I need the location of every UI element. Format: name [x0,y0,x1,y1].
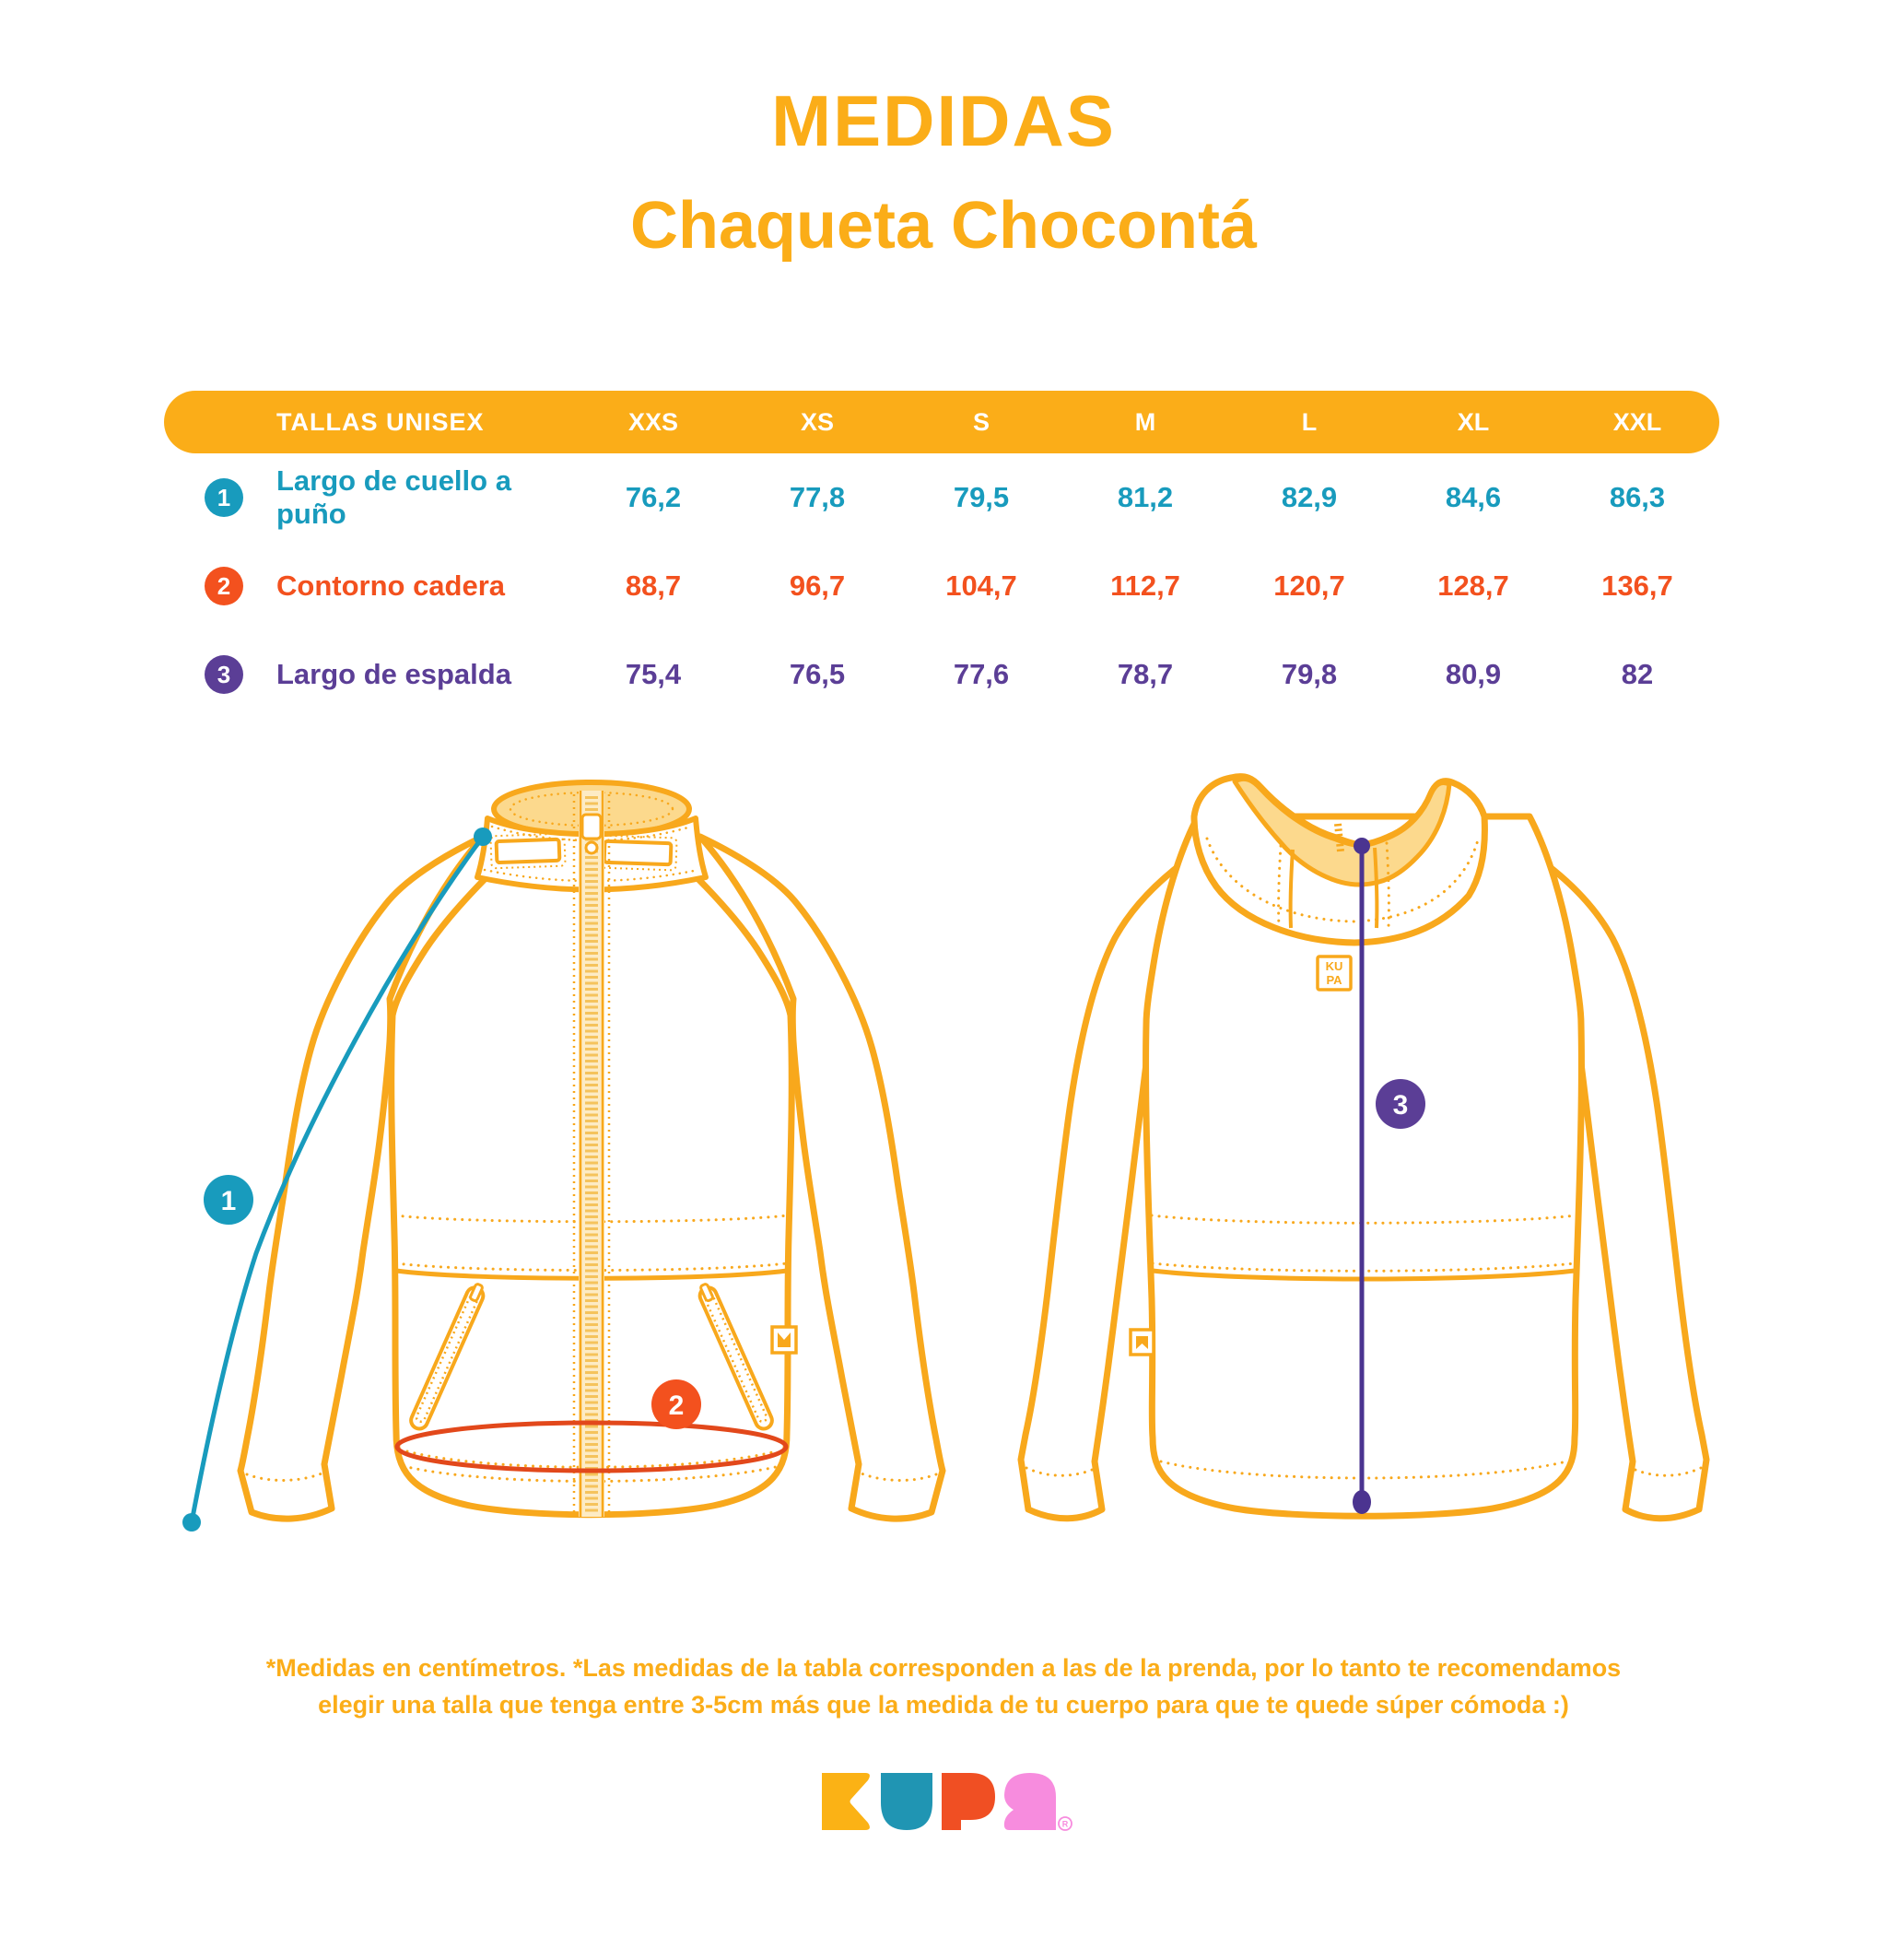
back-left-cuff-stitch [1025,1466,1098,1477]
back-right-cuff-stitch [1629,1466,1703,1477]
row-3-value-m: 78,7 [1117,658,1174,690]
row-2-value-xxs: 88,7 [625,569,682,602]
header-size-xs: XS [800,407,835,436]
header-size-xxl: XXL [1612,407,1662,436]
row-1-value-l: 82,9 [1281,481,1338,513]
header-tallas-unisex: TALLAS UNISEX [276,407,485,436]
front-side-tag [770,1325,798,1355]
row-2-value-xs: 96,7 [789,569,846,602]
back-hood [1190,773,1488,946]
svg-text:KU: KU [1326,959,1343,973]
front-waist-stitch [394,1262,789,1272]
footnote-line-2: elegir una talla que tenga entre 3-5cm m… [318,1691,1569,1719]
row-2-value-s: 104,7 [945,569,1017,602]
measurement-footnote: *Medidas en centímetros. *Las medidas de… [0,1649,1887,1723]
logo-letter-a [1003,1773,1056,1830]
row-2-value-m: 112,7 [1110,569,1180,602]
row-3-value-xxl: 82 [1621,658,1654,690]
header-size-xxs: XXS [627,407,679,436]
front-measure-1-badge: 1 [204,1175,253,1225]
header-size-m: M [1134,407,1156,436]
kupa-logo: R [822,1773,1072,1831]
row-3-value-l: 79,8 [1281,658,1338,690]
row-3-value-xxs: 75,4 [625,658,682,690]
logo-registered-mark: R [1058,1816,1072,1831]
jacket-front-illustration: 1 2 [182,780,946,1532]
row-1-label: Largo de cuello a puño [276,464,511,530]
front-right-cuff-stitch [855,1470,938,1482]
back-logo-patch: KU PA [1316,955,1353,992]
svg-text:R: R [1062,1820,1069,1829]
front-hip-measure-ellipse [394,1420,789,1473]
svg-text:1: 1 [221,1186,237,1216]
row-1-number-badge: 1 [205,478,243,517]
row-1-value-m: 81,2 [1117,481,1174,513]
table-row-contorno-cadera: 2 Contorno cadera 88,7 96,7 104,7 112,7 … [164,542,1719,630]
row-3-number-badge: 3 [205,655,243,694]
row-1-value-s: 79,5 [953,481,1010,513]
front-right-pocket [697,1283,774,1431]
logo-letter-u [881,1773,932,1830]
product-subtitle: Chaqueta Chocontá [629,189,1258,263]
header-size-l: L [1301,407,1318,436]
row-2-number-badge: 2 [205,567,243,605]
row-1-value-xl: 84,6 [1445,481,1502,513]
size-table: TALLAS UNISEX XXS XS S M L XL XXL 1 Larg… [164,391,1719,719]
svg-text:2: 2 [669,1391,685,1421]
front-hem-stitch-2 [402,1464,781,1483]
row-2-value-l: 120,7 [1273,569,1345,602]
row-1-value-xxl: 86,3 [1609,481,1666,513]
row-1-value-xxs: 76,2 [625,481,682,513]
table-row-largo-espalda: 3 Largo de espalda 75,4 76,5 77,6 78,7 7… [164,630,1719,719]
front-zipper-pull [580,813,603,840]
back-measure-3-badge: 3 [1376,1079,1425,1129]
table-row-cuello-a-puno: 1 Largo de cuello a puño 76,2 77,8 79,5 … [164,453,1719,542]
back-length-measure-line [1353,838,1371,1514]
front-left-cuff-stitch [245,1470,328,1482]
svg-text:3: 3 [1393,1090,1409,1121]
size-table-header: TALLAS UNISEX XXS XS S M L XL XXL [164,391,1719,453]
logo-letter-k [822,1773,870,1830]
header-size-xl: XL [1457,407,1490,436]
back-side-tag [1129,1328,1155,1356]
front-sleeve-measure-line [182,827,492,1532]
row-2-value-xl: 128,7 [1437,569,1509,602]
header-size-s: S [972,407,990,436]
logo-letter-p [942,1773,995,1830]
row-3-label: Largo de espalda [276,658,511,690]
back-chest-stitch [1150,1214,1577,1225]
row-2-value-xxl: 136,7 [1601,569,1673,602]
row-1-value-xs: 77,8 [789,481,846,513]
back-hem-stitch [1159,1460,1568,1480]
front-measure-2-badge: 2 [651,1379,701,1429]
row-2-label: Contorno cadera [276,569,506,602]
front-left-pocket [409,1283,486,1431]
jacket-back-illustration: KU PA 3 [1017,773,1710,1522]
svg-text:PA: PA [1326,973,1342,987]
front-zipper [572,791,611,1517]
page-title: MEDIDAS [771,80,1116,161]
row-3-value-xl: 80,9 [1445,658,1502,690]
row-3-value-s: 77,6 [953,658,1010,690]
row-3-value-xs: 76,5 [789,658,846,690]
kupa-logo-letters [822,1773,1056,1830]
footnote-line-1: *Medidas en centímetros. *Las medidas de… [265,1654,1622,1682]
